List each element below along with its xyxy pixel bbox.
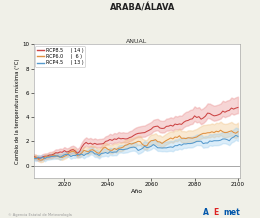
X-axis label: Año: Año [131,189,143,194]
Text: ARABA/ÁLAVA: ARABA/ÁLAVA [110,3,176,12]
Title: ANUAL: ANUAL [126,39,148,44]
Text: E: E [213,208,218,217]
Text: © Agencia Estatal de Meteorología: © Agencia Estatal de Meteorología [8,213,72,217]
Text: met: met [224,208,240,217]
Text: A: A [203,208,209,217]
Y-axis label: Cambio de la temperatura máxima (°C): Cambio de la temperatura máxima (°C) [15,58,21,164]
Legend: RCP8.5     ( 14 ), RCP6.0     (  6 ), RCP4.5     ( 13 ): RCP8.5 ( 14 ), RCP6.0 ( 6 ), RCP4.5 ( 13… [35,46,85,67]
